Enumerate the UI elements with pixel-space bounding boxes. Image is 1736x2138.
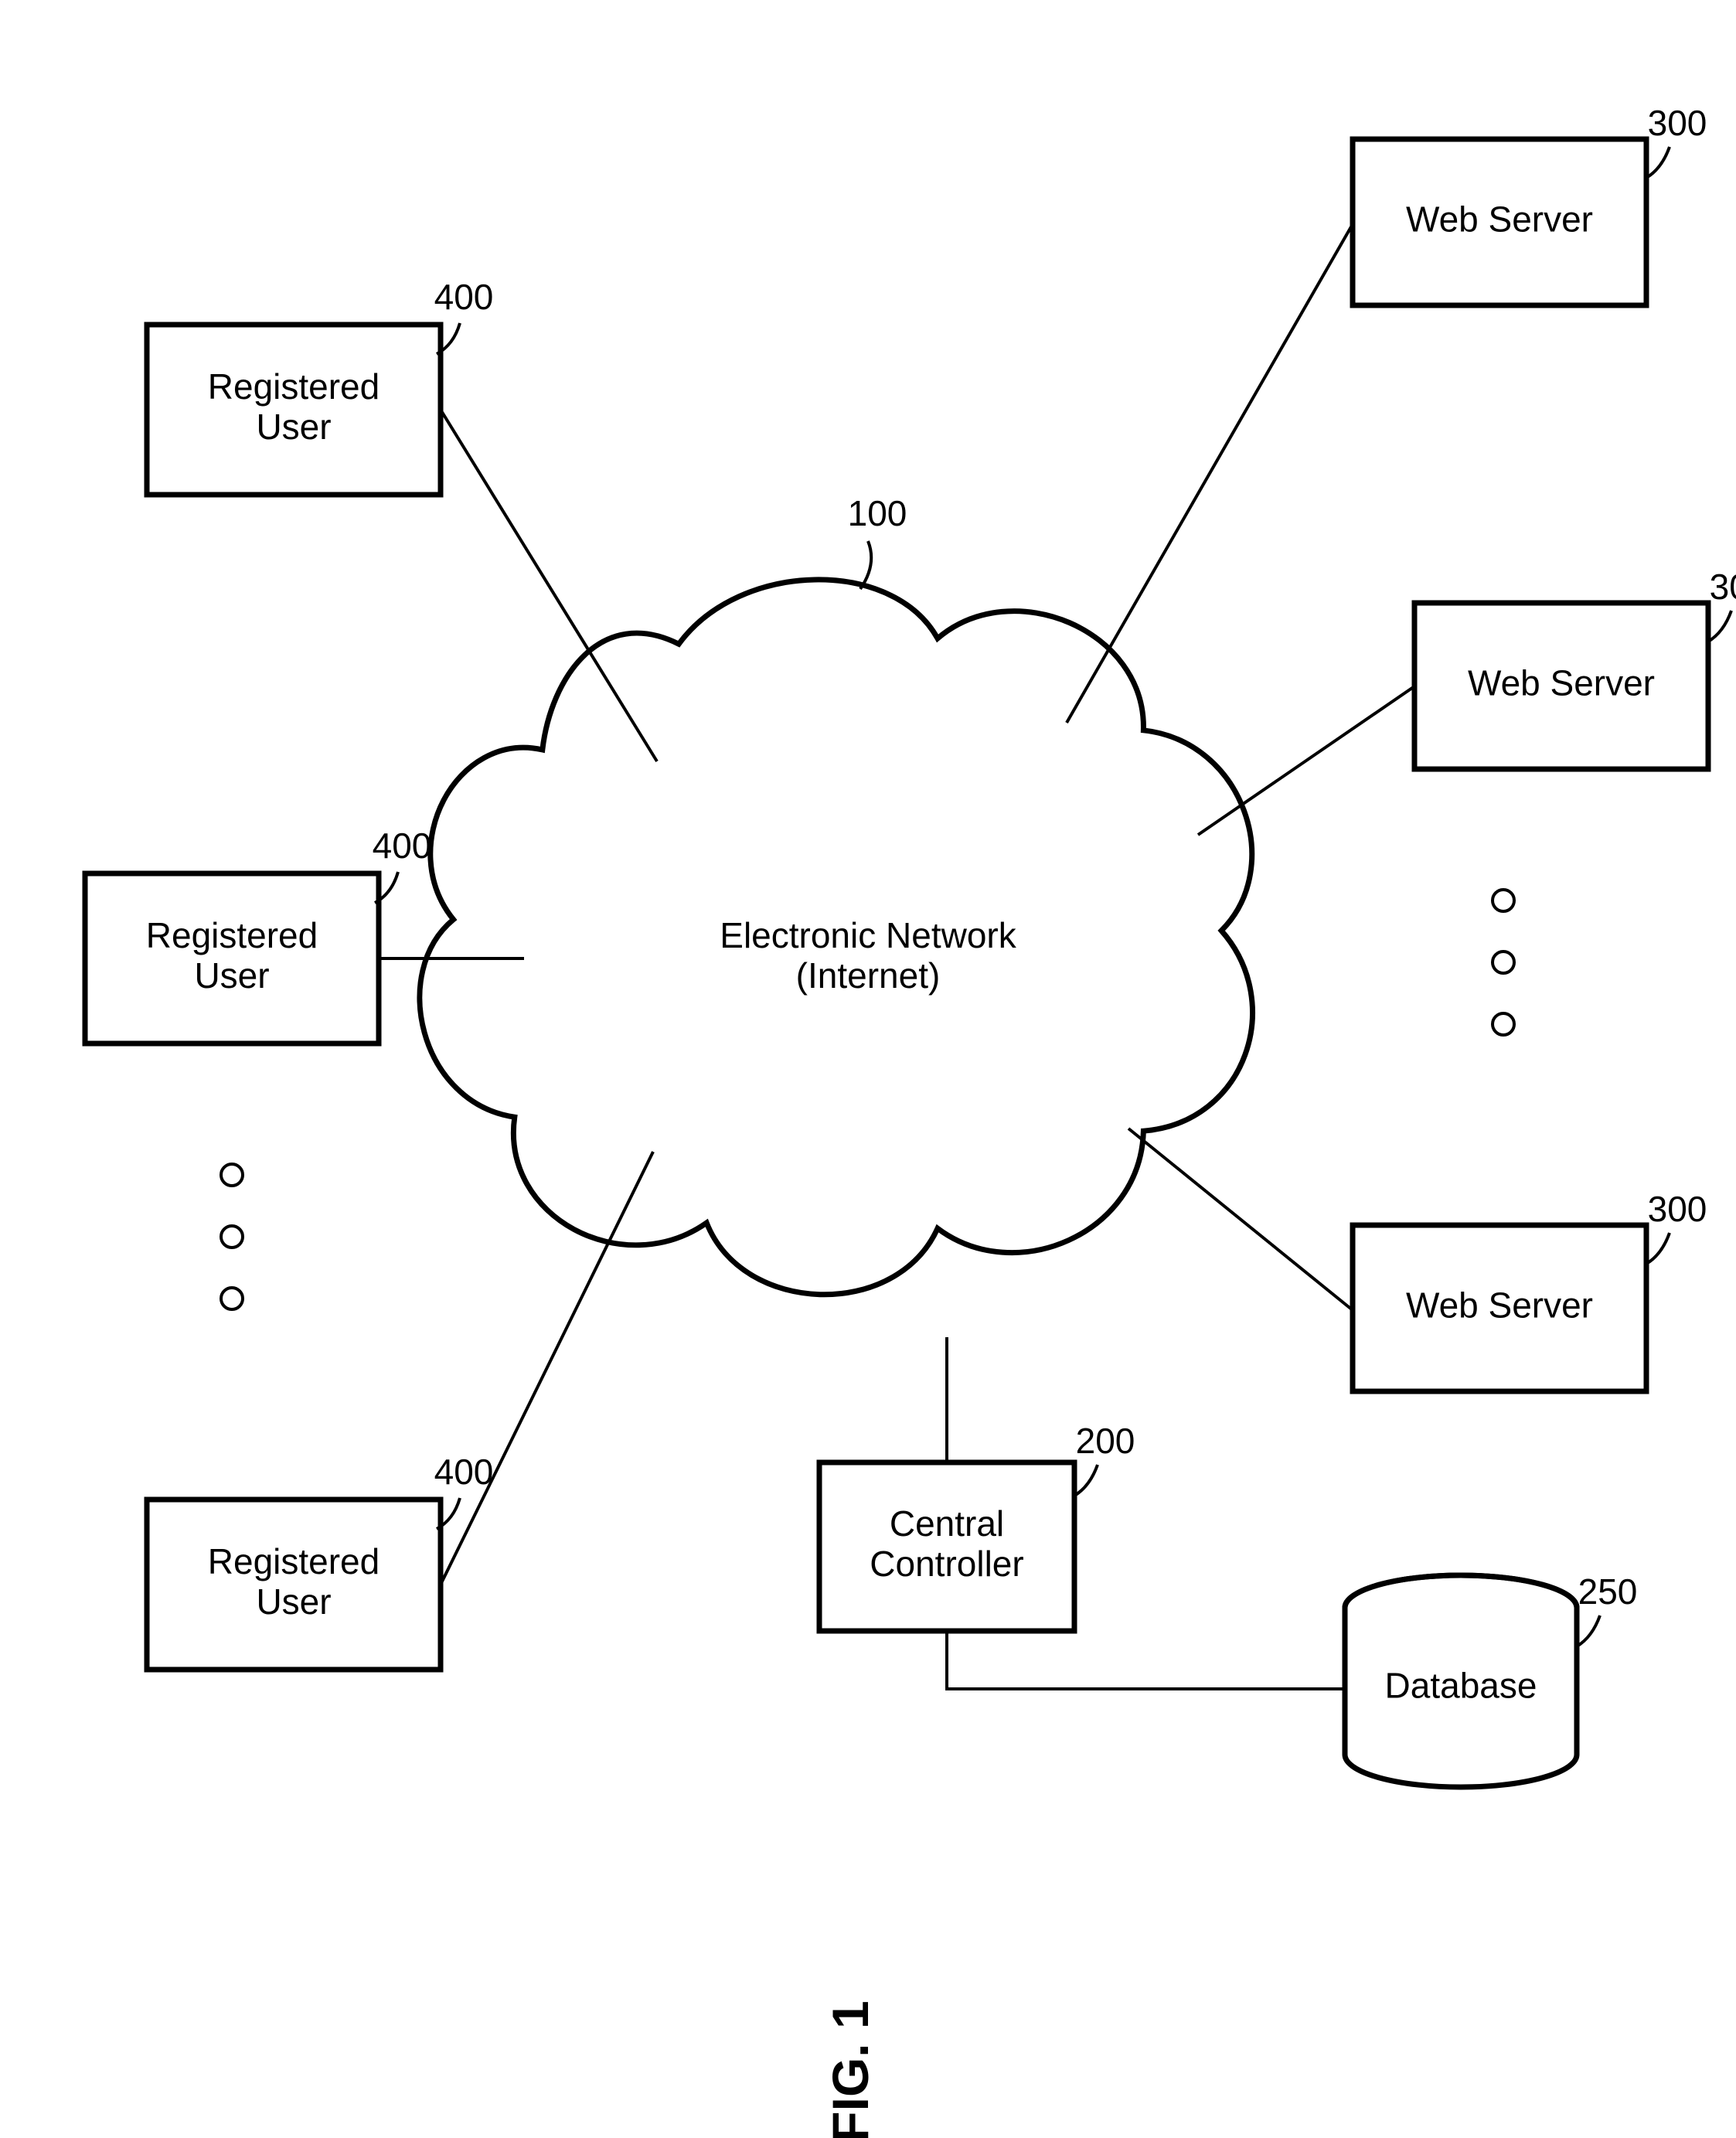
- svg-text:Database: Database: [1385, 1666, 1537, 1706]
- svg-text:FIG. 1: FIG. 1: [822, 2000, 879, 2138]
- svg-text:Web Server: Web Server: [1406, 199, 1593, 240]
- svg-text:Registered: Registered: [208, 366, 380, 407]
- svg-text:Registered: Registered: [146, 915, 318, 955]
- node-ru3: RegisteredUser: [147, 1500, 441, 1670]
- ref-label-300: 300: [1648, 1189, 1707, 1229]
- node-ru2: RegisteredUser: [85, 873, 379, 1043]
- connector: [947, 1631, 1345, 1689]
- svg-text:(Internet): (Internet): [796, 955, 941, 996]
- ref-label-400: 400: [434, 277, 494, 317]
- svg-text:User: User: [256, 407, 331, 447]
- ref-label-200: 200: [1076, 1421, 1135, 1461]
- svg-text:User: User: [256, 1581, 331, 1622]
- ref-leader-300: [1646, 147, 1670, 178]
- node-ru1: RegisteredUser: [147, 325, 441, 495]
- connector: [441, 410, 657, 761]
- connector: [1067, 224, 1353, 723]
- connector: [1198, 686, 1414, 835]
- connector: [441, 1152, 653, 1585]
- svg-text:User: User: [194, 955, 269, 996]
- figure-label: FIG. 1: [822, 2000, 879, 2138]
- connector: [1128, 1129, 1353, 1310]
- ref-label-100: 100: [848, 493, 907, 533]
- ref-leader-300: [1708, 611, 1731, 642]
- ref-label-400: 400: [373, 826, 432, 866]
- ellipsis-dot: [1493, 952, 1514, 973]
- ellipsis-dot: [1493, 890, 1514, 911]
- svg-text:Central: Central: [890, 1503, 1004, 1544]
- ref-label-400: 400: [434, 1452, 494, 1492]
- ellipsis-dot: [221, 1288, 243, 1309]
- node-ws2: Web Server: [1414, 603, 1708, 769]
- ref-leader-200: [1074, 1465, 1098, 1496]
- node-db: Database: [1345, 1575, 1577, 1787]
- ref-label-250: 250: [1578, 1571, 1638, 1612]
- node-ws1: Web Server: [1353, 139, 1646, 305]
- ref-leader-300: [1646, 1233, 1670, 1264]
- svg-text:Controller: Controller: [870, 1544, 1023, 1584]
- svg-text:Registered: Registered: [208, 1541, 380, 1581]
- svg-text:Web Server: Web Server: [1468, 663, 1655, 703]
- ellipsis-dot: [1493, 1013, 1514, 1035]
- ref-label-300: 300: [1648, 103, 1707, 143]
- svg-text:Web Server: Web Server: [1406, 1285, 1593, 1326]
- ref-label-300: 300: [1710, 567, 1736, 607]
- node-ws3: Web Server: [1353, 1225, 1646, 1391]
- ellipsis-dot: [221, 1164, 243, 1186]
- node-cc: CentralController: [819, 1462, 1074, 1631]
- ref-leader-250: [1577, 1615, 1600, 1646]
- svg-text:Electronic Network: Electronic Network: [720, 915, 1016, 955]
- ellipsis-dot: [221, 1226, 243, 1248]
- ref-leader-100: [860, 541, 871, 589]
